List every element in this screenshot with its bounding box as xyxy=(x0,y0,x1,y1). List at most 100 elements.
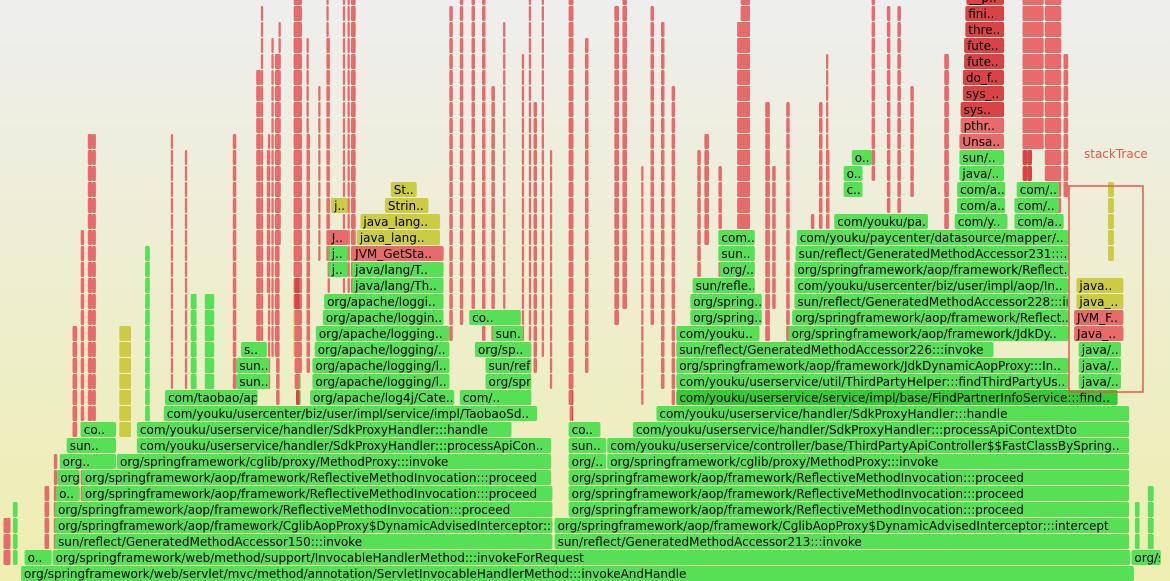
sliver-frame[interactable] xyxy=(741,70,746,85)
stack-frame-rect[interactable] xyxy=(324,294,444,309)
sliver-frame[interactable] xyxy=(271,134,274,149)
stack-frame-rect[interactable] xyxy=(718,246,755,261)
sliver-frame[interactable] xyxy=(571,102,574,117)
sliver-frame[interactable] xyxy=(491,182,495,197)
sliver-frame[interactable] xyxy=(819,102,823,117)
stack-frame-rect[interactable] xyxy=(475,342,532,357)
sliver-frame[interactable] xyxy=(910,166,914,181)
sliver-frame[interactable] xyxy=(449,54,453,69)
stack-frame-rect[interactable] xyxy=(236,374,270,389)
sliver-frame[interactable] xyxy=(1022,6,1044,21)
sliver-frame[interactable] xyxy=(482,102,486,117)
sliver-frame[interactable] xyxy=(549,294,553,309)
sliver-frame[interactable] xyxy=(119,326,131,341)
sliver-frame[interactable] xyxy=(256,278,261,293)
sliver-frame[interactable] xyxy=(327,54,330,69)
sliver-frame[interactable] xyxy=(541,134,544,149)
sliver-frame[interactable] xyxy=(170,278,174,293)
sliver-frame[interactable] xyxy=(170,262,174,277)
sliver-frame[interactable] xyxy=(650,182,655,197)
stack-frame[interactable]: sun/reflect/GeneratedMethodAccessor213::… xyxy=(554,534,1130,549)
sliver-frame[interactable] xyxy=(614,22,619,37)
sliver-frame[interactable] xyxy=(528,86,532,101)
stack-frame[interactable]: j.. xyxy=(331,198,348,213)
stack-frame[interactable]: org/apache/logging/l.. xyxy=(312,374,450,389)
sliver-frame[interactable] xyxy=(260,134,264,149)
stack-frame-rect[interactable] xyxy=(568,438,607,453)
sliver-frame[interactable] xyxy=(585,54,589,69)
sliver-frame[interactable] xyxy=(266,262,270,277)
stack-frame[interactable]: fute.. xyxy=(964,54,1005,69)
sliver-frame[interactable] xyxy=(528,6,532,21)
sliver-frame[interactable] xyxy=(871,6,876,21)
sliver-frame[interactable] xyxy=(306,182,309,197)
sliver-frame[interactable] xyxy=(351,118,356,133)
sliver-frame[interactable] xyxy=(650,118,655,133)
sliver-frame[interactable] xyxy=(886,182,891,197)
sliver-frame[interactable] xyxy=(585,166,589,181)
sliver-frame[interactable] xyxy=(145,342,150,357)
sliver-frame[interactable] xyxy=(204,326,215,341)
sliver-frame[interactable] xyxy=(641,278,644,293)
sliver-frame[interactable] xyxy=(256,182,261,197)
stack-frame-rect[interactable] xyxy=(568,422,601,437)
sliver-frame[interactable] xyxy=(741,102,746,117)
stack-frame[interactable]: St.. xyxy=(390,182,417,197)
sliver-frame[interactable] xyxy=(271,262,274,277)
stack-frame[interactable]: org/.. xyxy=(568,454,607,469)
sliver-frame[interactable] xyxy=(765,262,770,277)
stack-frame[interactable]: Java_.. xyxy=(1074,326,1124,341)
sliver-frame[interactable] xyxy=(571,0,574,5)
sliver-frame[interactable] xyxy=(741,118,746,133)
sliver-frame[interactable] xyxy=(326,6,329,21)
stack-frame[interactable]: org/spring.. xyxy=(485,374,558,389)
stack-frame-rect[interactable] xyxy=(794,278,1069,293)
sliver-frame[interactable] xyxy=(661,86,665,101)
sliver-frame[interactable] xyxy=(119,342,131,357)
sliver-frame[interactable] xyxy=(87,150,93,165)
sliver-frame[interactable] xyxy=(897,166,901,181)
sliver-frame[interactable] xyxy=(897,134,901,149)
sliver-frame[interactable] xyxy=(318,150,321,165)
stack-frame[interactable]: com.. xyxy=(718,230,755,245)
sliver-frame[interactable] xyxy=(449,134,453,149)
stack-frame[interactable]: sun/reflect/GeneratedMethodAccessor226::… xyxy=(676,342,994,357)
sliver-frame[interactable] xyxy=(697,230,701,245)
sliver-frame[interactable] xyxy=(622,150,628,165)
stack-frame-rect[interactable] xyxy=(957,198,1006,213)
stack-frame[interactable]: org/springframework/aop/framework/JdkDy.… xyxy=(788,326,1069,341)
sliver-frame[interactable] xyxy=(533,102,538,117)
stack-frame[interactable]: org/sp.. xyxy=(475,342,532,357)
sliver-frame[interactable] xyxy=(278,214,281,229)
sliver-frame[interactable] xyxy=(294,358,300,373)
sliver-frame[interactable] xyxy=(528,198,532,213)
stack-frame-rect[interactable] xyxy=(492,326,524,341)
sliver-frame[interactable] xyxy=(491,150,495,165)
sliver-frame[interactable] xyxy=(718,166,722,181)
sliver-frame[interactable] xyxy=(571,262,574,277)
sliver-frame[interactable] xyxy=(87,390,93,405)
sliver-frame[interactable] xyxy=(661,246,665,261)
sliver-frame[interactable] xyxy=(910,134,914,149)
stack-frame-rect[interactable] xyxy=(964,38,1005,53)
sliver-frame[interactable] xyxy=(276,326,280,341)
sliver-frame[interactable] xyxy=(541,214,544,229)
sliver-frame[interactable] xyxy=(92,134,96,149)
sliver-frame[interactable] xyxy=(541,38,544,53)
sliver-frame[interactable] xyxy=(503,182,506,197)
sliver-frame[interactable] xyxy=(697,214,701,229)
stack-frame-rect[interactable] xyxy=(834,214,928,229)
sliver-frame[interactable] xyxy=(571,6,574,21)
stack-frame-rect[interactable] xyxy=(794,262,1069,277)
sliver-frame[interactable] xyxy=(826,102,829,117)
sliver-frame[interactable] xyxy=(87,310,93,325)
stack-frame[interactable]: c.. xyxy=(843,182,863,197)
sliver-frame[interactable] xyxy=(622,86,628,101)
sliver-frame[interactable] xyxy=(12,502,18,517)
sliver-frame[interactable] xyxy=(521,150,525,165)
sliver-frame[interactable] xyxy=(256,214,261,229)
stack-frame-rect[interactable] xyxy=(80,422,116,437)
sliver-frame[interactable] xyxy=(459,294,464,309)
sliver-frame[interactable] xyxy=(271,198,274,213)
stack-frame[interactable]: com/youku/userservice/util/ThirdPartyHel… xyxy=(676,374,1069,389)
